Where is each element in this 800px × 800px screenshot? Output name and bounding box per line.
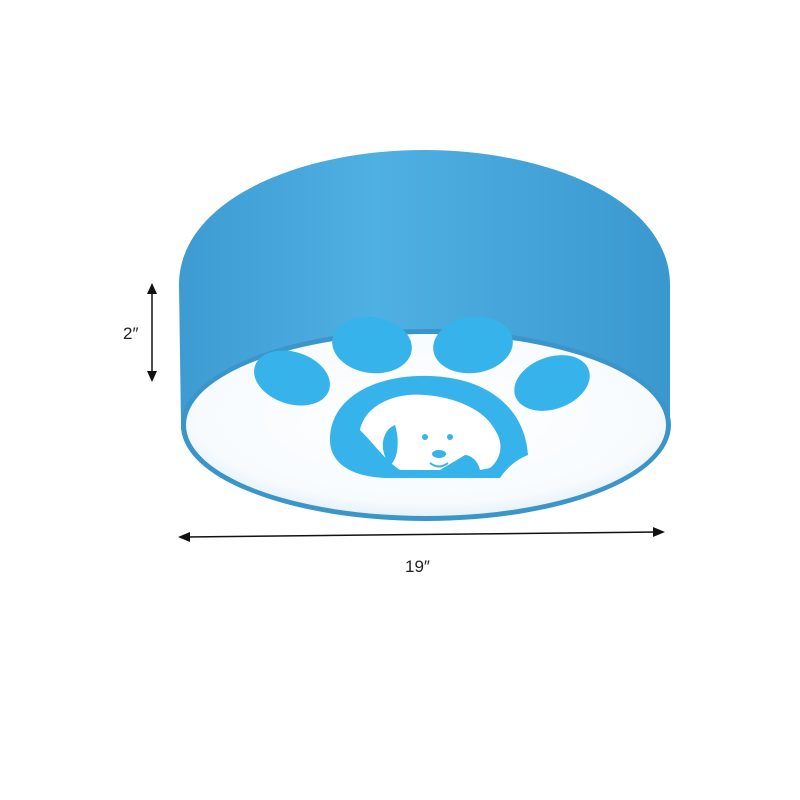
height-dimension-arrow: [147, 283, 157, 382]
dog-face-icon: [360, 394, 501, 470]
width-dimension-arrow: [178, 527, 665, 542]
height-label: 2″: [123, 324, 139, 343]
width-label: 19″: [405, 557, 430, 576]
